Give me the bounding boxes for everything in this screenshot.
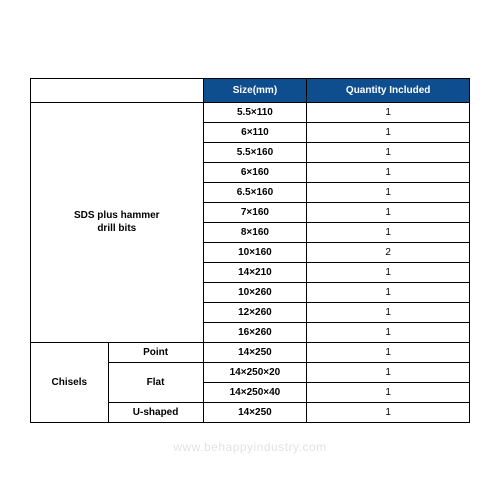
- qty-cell: 1: [307, 142, 470, 162]
- size-cell: 6×160: [203, 162, 307, 182]
- watermark-text: www.behappyindustry.com: [0, 440, 500, 454]
- size-cell: 5.5×160: [203, 142, 307, 162]
- qty-cell: 1: [307, 342, 470, 362]
- size-cell: 7×160: [203, 202, 307, 222]
- size-cell: 14×250: [203, 342, 307, 362]
- subgroup-label-flat: Flat: [108, 362, 203, 402]
- qty-cell: 1: [307, 222, 470, 242]
- group-label-chisels: Chisels: [31, 342, 109, 422]
- table-row: SDS plus hammerdrill bits 5.5×110 1: [31, 102, 470, 122]
- qty-cell: 1: [307, 382, 470, 402]
- header-blank: [31, 78, 204, 102]
- table-row: Chisels Point 14×250 1: [31, 342, 470, 362]
- qty-cell: 1: [307, 322, 470, 342]
- qty-cell: 1: [307, 362, 470, 382]
- size-cell: 6.5×160: [203, 182, 307, 202]
- size-cell: 14×250×40: [203, 382, 307, 402]
- size-cell: 8×160: [203, 222, 307, 242]
- subgroup-label-ushaped: U-shaped: [108, 402, 203, 422]
- qty-cell: 1: [307, 162, 470, 182]
- qty-cell: 1: [307, 282, 470, 302]
- size-cell: 10×260: [203, 282, 307, 302]
- group-label-text: SDS plus hammerdrill bits: [74, 210, 160, 234]
- header-qty: Quantity Included: [307, 78, 470, 102]
- qty-cell: 2: [307, 242, 470, 262]
- size-cell: 6×110: [203, 122, 307, 142]
- group-label-sds: SDS plus hammerdrill bits: [31, 102, 204, 342]
- header-size: Size(mm): [203, 78, 307, 102]
- qty-cell: 1: [307, 202, 470, 222]
- qty-cell: 1: [307, 302, 470, 322]
- qty-cell: 1: [307, 262, 470, 282]
- table-body: SDS plus hammerdrill bits 5.5×110 1 6×11…: [31, 102, 470, 422]
- size-cell: 5.5×110: [203, 102, 307, 122]
- size-cell: 10×160: [203, 242, 307, 262]
- qty-cell: 1: [307, 182, 470, 202]
- size-cell: 12×260: [203, 302, 307, 322]
- size-cell: 14×250×20: [203, 362, 307, 382]
- product-spec-table-wrapper: Size(mm) Quantity Included SDS plus hamm…: [30, 78, 470, 423]
- qty-cell: 1: [307, 102, 470, 122]
- subgroup-label-point: Point: [108, 342, 203, 362]
- product-spec-table: Size(mm) Quantity Included SDS plus hamm…: [30, 78, 470, 423]
- header-row: Size(mm) Quantity Included: [31, 78, 470, 102]
- size-cell: 16×260: [203, 322, 307, 342]
- size-cell: 14×250: [203, 402, 307, 422]
- size-cell: 14×210: [203, 262, 307, 282]
- qty-cell: 1: [307, 122, 470, 142]
- qty-cell: 1: [307, 402, 470, 422]
